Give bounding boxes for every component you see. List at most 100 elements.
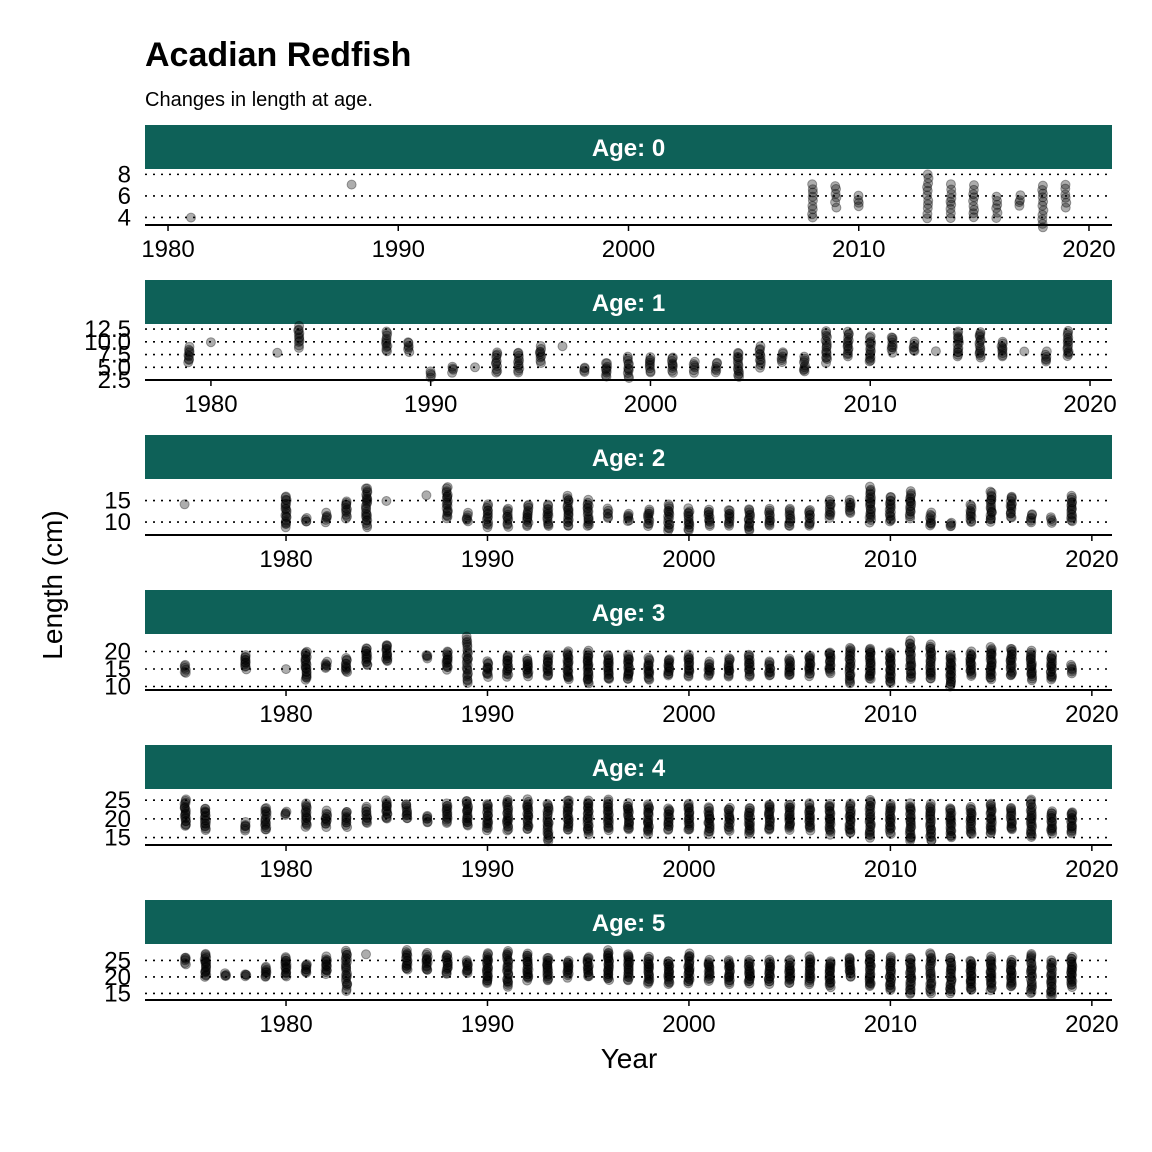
data-point: [663, 506, 674, 517]
data-point: [822, 332, 832, 342]
data-point: [945, 521, 956, 532]
data-point: [301, 516, 312, 527]
data-point: [724, 653, 735, 664]
data-point: [845, 500, 856, 511]
data-point: [382, 346, 392, 357]
data-point: [623, 658, 634, 669]
x-tick-label: 1990: [372, 236, 425, 263]
data-point: [1062, 351, 1073, 362]
facet-label: Age: 3: [592, 600, 665, 627]
data-point: [281, 512, 292, 523]
data-point: [684, 506, 695, 517]
facet-label: Age: 1: [592, 290, 665, 317]
data-point: [448, 364, 459, 375]
data-point: [441, 798, 452, 809]
data-point: [442, 650, 453, 661]
data-point: [1067, 807, 1078, 818]
facet-label: Age: 0: [592, 135, 665, 162]
data-point: [1060, 192, 1071, 203]
data-point: [663, 522, 674, 533]
data-point: [361, 657, 372, 668]
data-point: [542, 506, 553, 517]
data-point: [301, 646, 312, 657]
data-point: [523, 500, 533, 511]
data-point: [755, 354, 766, 365]
data-point: [340, 658, 351, 669]
data-point: [1014, 200, 1025, 211]
data-point: [320, 514, 331, 525]
data-point: [583, 516, 594, 527]
data-point: [483, 662, 493, 673]
data-point: [1026, 512, 1037, 523]
data-point: [821, 341, 832, 352]
data-point: [821, 337, 832, 347]
data-point: [1063, 336, 1074, 347]
data-point: [905, 492, 916, 503]
data-point: [704, 514, 715, 525]
data-point: [322, 510, 332, 521]
data-point: [845, 798, 856, 809]
data-point: [946, 517, 957, 528]
data-point: [602, 503, 613, 514]
data-point: [583, 671, 594, 682]
data-point: [644, 674, 655, 685]
data-point: [985, 514, 996, 524]
data-point: [663, 658, 674, 669]
data-point: [865, 497, 876, 508]
data-point: [664, 663, 675, 674]
data-point: [483, 658, 494, 668]
data-point: [281, 511, 292, 522]
x-tick-label: 1980: [259, 856, 312, 883]
data-point: [492, 366, 503, 377]
data-point: [280, 517, 291, 528]
data-point: [865, 341, 876, 352]
data-point: [340, 502, 351, 513]
data-point: [360, 483, 371, 494]
data-point: [186, 212, 196, 223]
data-point: [842, 326, 853, 337]
data-point: [664, 657, 675, 668]
data-point: [583, 645, 594, 656]
data-point: [346, 179, 357, 190]
data-point: [604, 674, 615, 684]
data-point: [563, 520, 574, 531]
data-point: [301, 959, 312, 970]
data-point: [683, 798, 694, 809]
data-point: [945, 803, 956, 814]
data-point: [1063, 346, 1074, 357]
data-point: [442, 657, 453, 668]
data-point: [968, 208, 979, 219]
data-point: [1037, 180, 1048, 191]
data-point: [382, 651, 392, 662]
data-point: [483, 658, 494, 669]
data-point: [441, 664, 452, 675]
data-point: [542, 504, 553, 515]
data-point: [866, 515, 876, 525]
data-point: [986, 500, 997, 511]
data-point: [784, 509, 795, 520]
data-point: [724, 510, 734, 521]
data-point: [804, 951, 815, 962]
data-point: [923, 199, 933, 210]
data-point: [997, 350, 1008, 361]
data-point: [991, 203, 1002, 214]
data-point: [1046, 650, 1057, 661]
data-point: [804, 509, 815, 520]
data-point: [491, 356, 502, 367]
data-point: [340, 945, 351, 956]
data-point: [966, 503, 977, 514]
data-point: [905, 506, 916, 517]
data-point: [968, 201, 979, 212]
data-point: [622, 516, 633, 527]
data-point: [992, 207, 1003, 218]
data-point: [805, 505, 815, 515]
data-point: [689, 367, 699, 378]
data-point: [543, 510, 554, 521]
data-point: [184, 346, 195, 357]
data-point: [563, 503, 574, 514]
data-point: [683, 503, 694, 514]
data-point: [644, 355, 655, 366]
data-point: [622, 368, 633, 378]
data-point: [887, 342, 898, 353]
data-point: [462, 669, 473, 680]
